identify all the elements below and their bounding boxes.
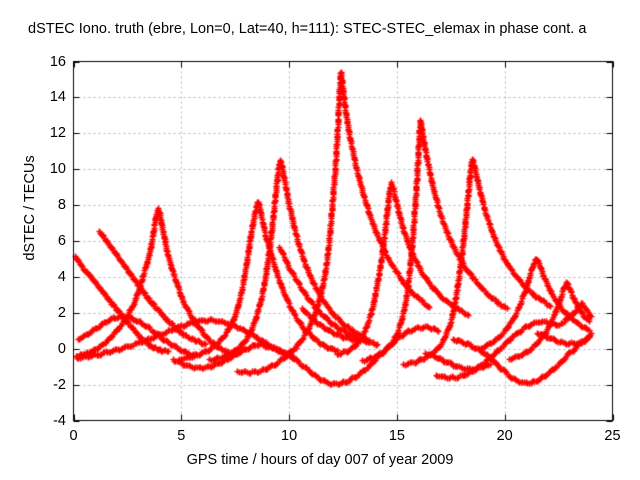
x-tick-label: 25	[604, 427, 621, 444]
x-axis-label: GPS time / hours of day 007 of year 2009	[186, 452, 454, 468]
x-tick-label: 5	[177, 427, 186, 444]
x-tick-label: 15	[388, 427, 405, 444]
x-tick-label: 20	[496, 427, 513, 444]
y-tick-label: 6	[57, 233, 66, 249]
y-tick-label: 8	[57, 197, 66, 214]
y-tick-label: 10	[49, 161, 66, 178]
y-tick-label: 14	[49, 89, 66, 106]
y-tick-label: 4	[57, 268, 66, 285]
y-tick-label: -2	[53, 376, 66, 393]
y-tick-label: -4	[53, 412, 66, 429]
x-tick-label: 0	[69, 427, 78, 444]
y-tick-label: 2	[57, 304, 66, 321]
y-tick-label: 0	[57, 340, 66, 357]
y-tick-label: 12	[49, 125, 66, 142]
y-tick-label: 16	[49, 53, 66, 70]
x-tick-label: 10	[281, 427, 298, 444]
y-axis-label: dSTEC / TECUs	[22, 155, 38, 261]
